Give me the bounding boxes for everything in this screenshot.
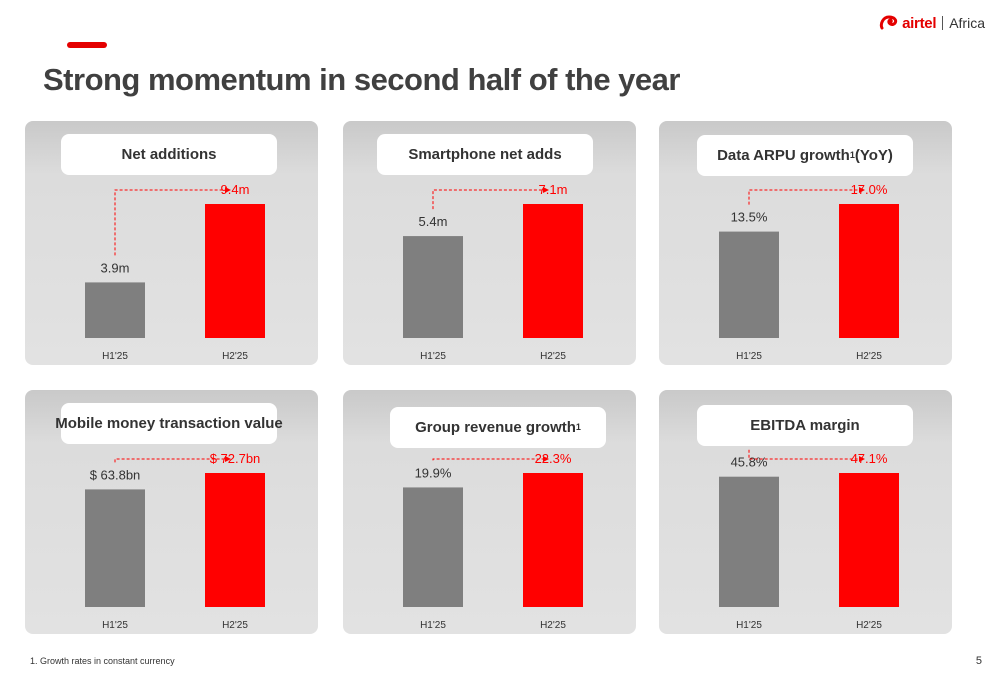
data-label: $ 63.8bn: [90, 467, 141, 482]
category-label: H1'25: [736, 351, 762, 362]
panel-header: Net additions: [61, 134, 277, 175]
bar-h2: [205, 473, 265, 607]
bar-chart: 13.5% H1'25 17.0% H2'25: [719, 182, 899, 362]
growth-arrow: [114, 189, 225, 256]
bar-h1: [719, 231, 779, 338]
accent-bar: [67, 42, 107, 48]
panel-label: Net additions: [121, 146, 217, 163]
panel-header: Mobile money transaction value: [55, 403, 283, 444]
category-label: H1'25: [736, 620, 762, 631]
category-label: H2'25: [856, 351, 882, 362]
growth-arrow: [432, 189, 543, 210]
logo-separator: [942, 16, 944, 30]
bar-h2: [839, 204, 899, 338]
growth-arrow: [114, 458, 225, 463]
data-label: $ 72.7bn: [210, 451, 261, 466]
data-label: 9.4m: [221, 182, 250, 197]
category-label: H2'25: [222, 620, 248, 631]
page-title: Strong momentum in second half of the ye…: [43, 62, 680, 97]
panel-label: EBITDA margin: [750, 417, 860, 434]
data-label: 17.0%: [851, 182, 888, 197]
arrow-head: [225, 456, 231, 462]
category-label: H1'25: [420, 620, 446, 631]
data-label: 19.9%: [415, 465, 452, 480]
footnote-marker: 1: [575, 421, 581, 432]
panel-label-suffix: (YoY): [854, 147, 893, 164]
growth-arrow: [748, 189, 859, 205]
panel-header: Smartphone net adds: [377, 134, 593, 175]
panel-mobile-money: Mobile money transaction value $ 63.8bn H…: [25, 390, 318, 634]
footnote: 1. Growth rates in constant currency: [30, 656, 175, 666]
panel-label: Data ARPU growth: [717, 147, 850, 164]
arrow-head: [543, 187, 549, 193]
bar-h1: [85, 282, 145, 338]
data-label: 5.4m: [419, 214, 448, 229]
bar-h2: [839, 473, 899, 607]
category-label: H2'25: [856, 620, 882, 631]
panel-label: Group revenue growth: [415, 419, 576, 436]
arrow-head: [859, 456, 865, 462]
growth-arrow: [432, 458, 543, 461]
panel-header: Group revenue growth 1: [390, 407, 606, 448]
category-label: H2'25: [222, 351, 248, 362]
bar-h1: [403, 236, 463, 338]
bar-h1: [719, 476, 779, 607]
panel-group-revenue-growth: Group revenue growth 1 19.9% H1'25 22.3% H2'…: [343, 390, 636, 634]
bar-h2: [523, 204, 583, 338]
airtel-logo-icon: [880, 15, 898, 30]
logo: airtel Africa: [879, 12, 985, 34]
category-label: H1'25: [420, 351, 446, 362]
bar-h2: [523, 473, 583, 607]
panel-header: Data ARPU growth 1 (YoY): [697, 135, 913, 176]
bar-chart: 19.9% H1'25 22.3% H2'25: [403, 451, 583, 631]
data-label: 3.9m: [101, 260, 130, 275]
arrow-head: [543, 456, 549, 462]
panel-header: EBITDA margin: [697, 405, 913, 446]
category-label: H1'25: [102, 351, 128, 362]
footnote-marker: 1: [849, 149, 855, 160]
logo-region: Africa: [949, 15, 985, 31]
bar-chart: 3.9m H1'25 9.4m H2'25: [85, 182, 265, 362]
page-number: 5: [975, 655, 982, 667]
bar-h2: [205, 204, 265, 338]
panel-label: Mobile money transaction value: [55, 415, 283, 432]
bar-h1: [85, 489, 145, 607]
panel-ebitda-margin: EBITDA margin 45.8% H1'25 47.1% H2'25: [659, 390, 952, 634]
data-label: 22.3%: [535, 451, 572, 466]
panel-data-arpu-growth: Data ARPU growth 1 (YoY) 13.5% H1'25 17.0% H…: [659, 121, 952, 365]
arrow-head: [225, 187, 231, 193]
arrow-head: [859, 187, 865, 193]
logo-brand: airtel: [902, 14, 937, 32]
panel-smartphone-net-adds: Smartphone net adds 5.4m H1'25 7.1m H2'25: [343, 121, 636, 365]
panel-label: Smartphone net adds: [408, 146, 562, 163]
data-label: 47.1%: [851, 451, 888, 466]
category-label: H1'25: [102, 620, 128, 631]
data-label: 7.1m: [539, 182, 568, 197]
bar-h1: [403, 487, 463, 607]
panel-net-additions: Net additions 3.9m H1'25 9.4m H2'25: [25, 121, 318, 365]
bar-chart: 45.8% H1'25 47.1% H2'25: [719, 449, 899, 631]
category-label: H2'25: [540, 620, 566, 631]
bar-chart: 5.4m H1'25 7.1m H2'25: [403, 182, 583, 362]
growth-arrow: [748, 449, 859, 460]
data-label: 45.8%: [731, 455, 768, 470]
category-label: H2'25: [540, 351, 566, 362]
bar-chart: $ 63.8bn H1'25 $ 72.7bn H2'25: [85, 451, 265, 631]
data-label: 13.5%: [731, 210, 768, 225]
